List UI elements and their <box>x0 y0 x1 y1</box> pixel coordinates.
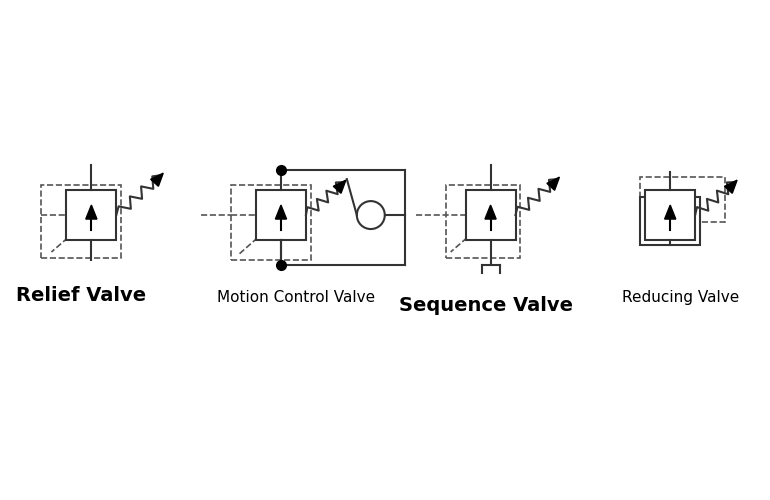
Polygon shape <box>547 177 560 190</box>
Polygon shape <box>485 205 496 219</box>
Bar <box>231 185 311 260</box>
Bar <box>645 190 695 240</box>
Text: Reducing Valve: Reducing Valve <box>621 290 738 305</box>
Circle shape <box>357 201 385 229</box>
Bar <box>466 190 515 240</box>
Polygon shape <box>276 205 286 219</box>
Polygon shape <box>333 180 346 194</box>
Bar <box>446 185 521 258</box>
Text: Sequence Valve: Sequence Valve <box>399 296 573 315</box>
Polygon shape <box>85 205 97 219</box>
Bar <box>641 197 700 245</box>
Polygon shape <box>151 173 163 186</box>
Bar <box>256 190 306 240</box>
Polygon shape <box>665 205 676 219</box>
Text: Relief Valve: Relief Valve <box>16 286 146 305</box>
Bar <box>66 190 116 240</box>
Polygon shape <box>725 180 737 194</box>
Bar <box>42 185 122 258</box>
Text: Motion Control Valve: Motion Control Valve <box>217 290 375 305</box>
Bar <box>641 177 725 222</box>
